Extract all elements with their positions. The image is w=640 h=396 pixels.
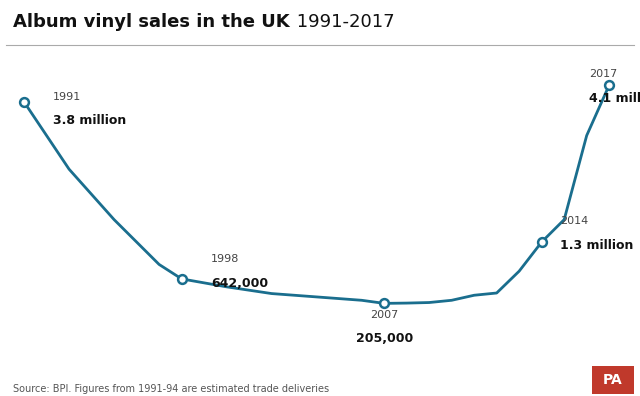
Text: 1991: 1991 [53,92,81,102]
Text: 4.1 million: 4.1 million [589,92,640,105]
Text: 205,000: 205,000 [355,332,413,345]
Text: 3.8 million: 3.8 million [53,114,127,127]
Text: 1.3 million: 1.3 million [560,239,633,251]
Text: 1998: 1998 [211,254,239,265]
Text: Source: BPI. Figures from 1991-94 are estimated trade deliveries: Source: BPI. Figures from 1991-94 are es… [13,384,329,394]
Text: 2007: 2007 [370,310,398,320]
Text: 2014: 2014 [560,216,588,227]
Text: Album vinyl sales in the UK: Album vinyl sales in the UK [13,13,289,31]
Point [379,300,389,307]
Point [177,276,187,282]
Point [536,239,547,245]
Point [604,82,614,88]
Text: 1991-2017: 1991-2017 [291,13,395,31]
Point [19,99,29,105]
Text: PA: PA [603,373,623,387]
Text: 2017: 2017 [589,70,617,80]
Text: 642,000: 642,000 [211,277,268,290]
